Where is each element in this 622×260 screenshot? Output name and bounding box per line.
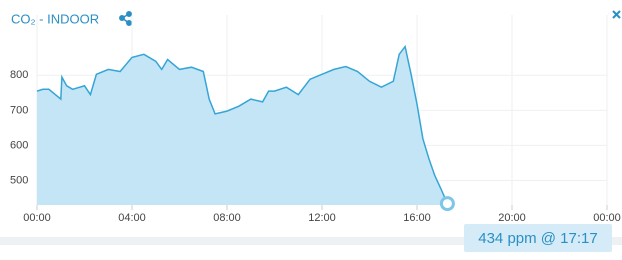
- tooltip: 434 ppm @ 17:17: [478, 230, 597, 247]
- y-tick-label: 800: [10, 69, 28, 81]
- x-tick-label: 04:00: [118, 212, 146, 224]
- x-tick-label: 00:00: [593, 212, 621, 224]
- x-tick-label: 20:00: [498, 212, 526, 224]
- share-icon[interactable]: [119, 11, 132, 26]
- y-tick-label: 600: [10, 139, 28, 151]
- area: [37, 46, 448, 205]
- x-tick-label: 08:00: [213, 212, 241, 224]
- close-icon[interactable]: [612, 10, 621, 19]
- x-tick-label: 00:00: [23, 212, 51, 224]
- y-tick-label: 700: [10, 104, 28, 116]
- line: [36, 44, 449, 204]
- current-point: [439, 196, 455, 212]
- y-tick-label: 500: [10, 174, 28, 186]
- tooltip-box: [464, 224, 612, 252]
- scroll-bar: [0, 237, 622, 245]
- x-tick-label: 16:00: [403, 212, 431, 224]
- chart-title: CO₂ - INDOOR: [11, 11, 99, 26]
- x-tick-label: 12:00: [308, 212, 336, 224]
